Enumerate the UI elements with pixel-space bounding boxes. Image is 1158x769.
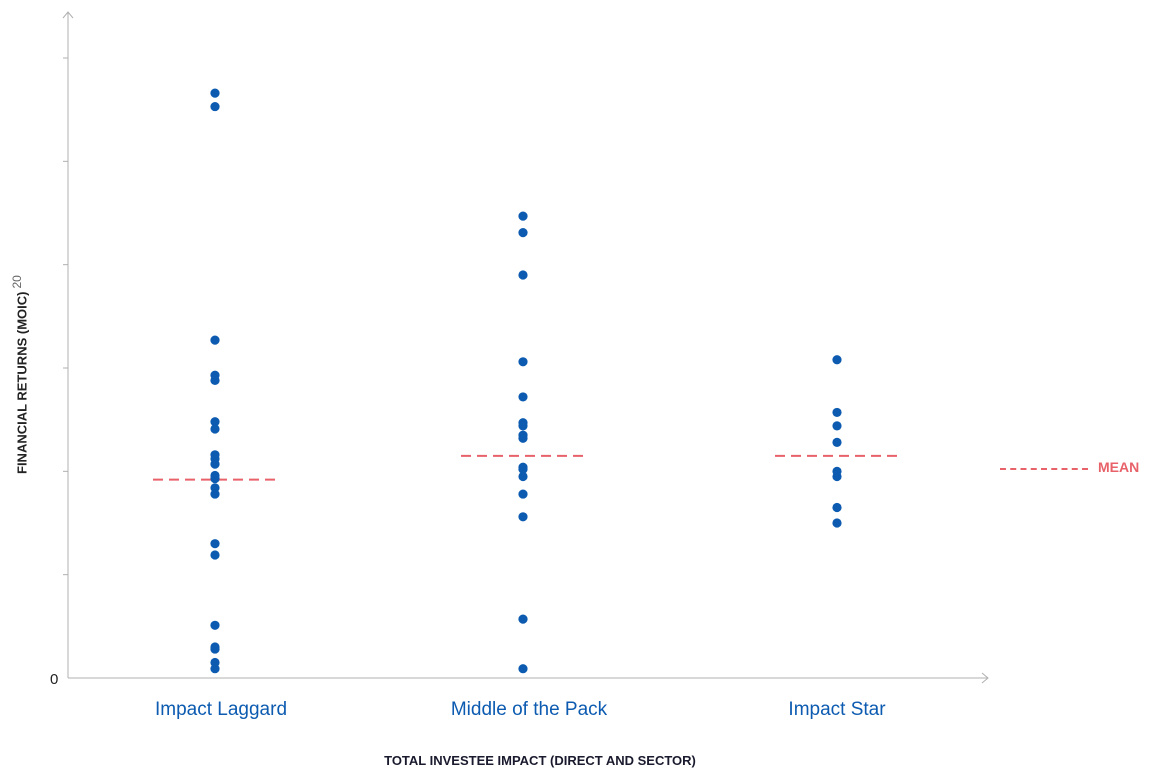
data-point (210, 417, 220, 427)
data-point (832, 471, 842, 482)
data-point (518, 464, 528, 474)
data-point (210, 539, 220, 549)
data-point (210, 550, 220, 560)
y-axis-arrow (62, 11, 74, 19)
data-point (210, 101, 220, 112)
data-point (210, 375, 220, 385)
data-point (518, 614, 528, 624)
data-point (210, 88, 220, 98)
data-point (518, 471, 528, 482)
data-point (832, 355, 842, 365)
data-point (518, 357, 528, 367)
y-axis-title: FINANCIAL RETURNS (MOIC) 20 (10, 204, 30, 474)
data-point (832, 518, 842, 528)
legend-mean-label: MEAN (1098, 459, 1140, 475)
data-point (210, 620, 220, 630)
data-point (518, 433, 528, 443)
data-point (518, 489, 528, 499)
legend: MEAN (1000, 458, 1155, 480)
data-point (832, 421, 842, 431)
footnote-marker: 20 (10, 275, 24, 289)
x-category-label: Impact Star (788, 699, 886, 720)
data-point (518, 664, 528, 674)
x-axis-arrow (981, 672, 989, 684)
data-point (210, 644, 220, 654)
x-axis-label: TOTAL INVESTEE IMPACT (DIRECT AND SECTOR… (384, 753, 696, 768)
y-axis-label: FINANCIAL RETURNS (MOIC) (14, 291, 30, 474)
y-tick-label-zero: 0 (50, 671, 59, 688)
data-point (210, 335, 220, 345)
data-point (210, 489, 220, 499)
data-point (518, 270, 528, 280)
data-point (832, 437, 842, 447)
data-point (210, 459, 220, 469)
data-point (518, 211, 528, 221)
x-category-label: Impact Laggard (154, 699, 288, 720)
axes (62, 11, 989, 684)
x-category-label: Middle of the Pack (450, 699, 608, 720)
data-point (210, 473, 220, 484)
data-point (518, 392, 528, 402)
data-point (832, 407, 842, 418)
mean-lines (153, 454, 899, 481)
data-point (518, 228, 528, 238)
data-point (518, 512, 528, 522)
data-point (518, 421, 528, 431)
data-point (210, 424, 220, 434)
legend-mean-swatch (1000, 468, 1088, 470)
data-point (210, 664, 220, 674)
data-point (832, 502, 842, 513)
data-points (210, 88, 842, 674)
